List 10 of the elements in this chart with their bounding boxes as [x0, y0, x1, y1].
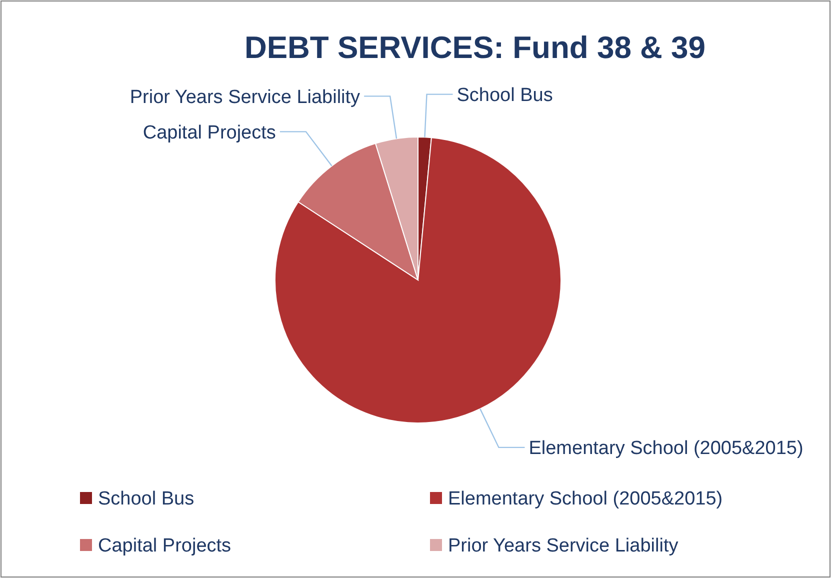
legend-label: Elementary School (2005&2015) — [448, 488, 723, 510]
slice-label: Prior Years Service Liability — [130, 86, 361, 108]
legend-label: School Bus — [98, 488, 194, 510]
slice-label: School Bus — [456, 84, 553, 106]
pie-slice — [274, 137, 562, 424]
legend-label: Capital Projects — [98, 536, 232, 557]
legend-label: Prior Years Service Liability — [448, 536, 679, 557]
chart-title: DEBT SERVICES: Fund 38 & 39 — [244, 30, 706, 65]
slice-label: Capital Projects — [142, 122, 276, 144]
slice-label: Elementary School (2005&2015) — [528, 438, 804, 460]
